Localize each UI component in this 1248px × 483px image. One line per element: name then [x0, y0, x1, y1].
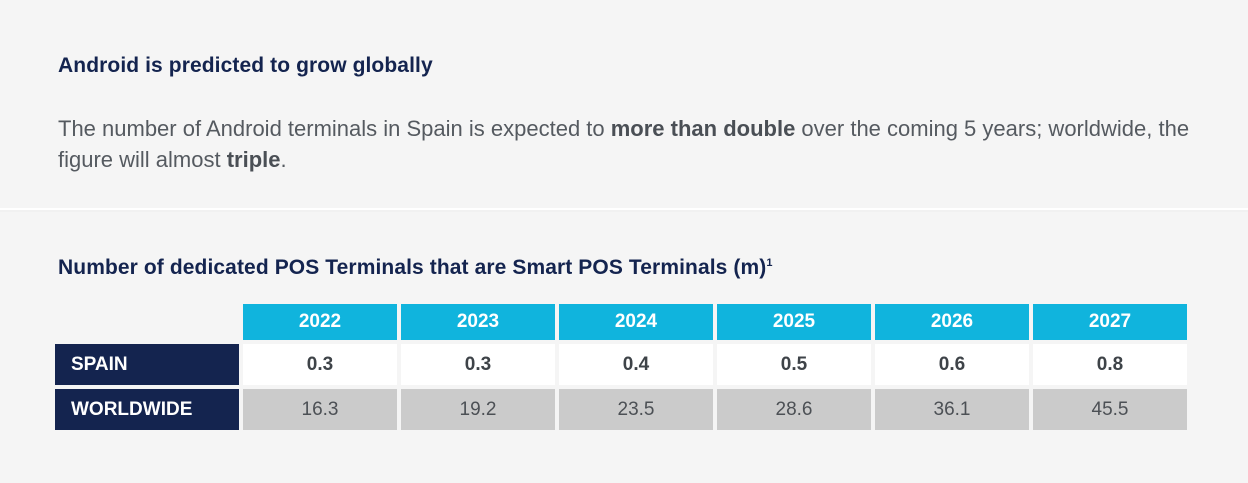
- table-header-row: 2022 2023 2024 2025 2026 2027: [243, 304, 1187, 340]
- row-label-spain: SPAIN: [55, 344, 239, 385]
- spain-value-2025: 0.5: [717, 344, 871, 385]
- table-panel: Number of dedicated POS Terminals that a…: [0, 212, 1248, 483]
- worldwide-value-2027: 45.5: [1033, 389, 1187, 430]
- intro-text-part-1: The number of Android terminals in Spain…: [58, 116, 611, 141]
- intro-text-part-2: over the coming 5 years; worldwide, the …: [58, 116, 1190, 172]
- intro-text-bold-2: triple: [226, 147, 281, 172]
- intro-text-part-3: .: [280, 147, 287, 172]
- table-row-spain: SPAIN 0.3 0.3 0.4 0.5 0.6 0.8: [55, 344, 1187, 385]
- year-header-2025: 2025: [717, 304, 871, 340]
- intro-text-bold-1: more than double: [610, 116, 796, 141]
- worldwide-value-2025: 28.6: [717, 389, 871, 430]
- table-title-text: Number of dedicated POS Terminals that a…: [58, 256, 767, 279]
- spain-value-2022: 0.3: [243, 344, 397, 385]
- year-header-2027: 2027: [1033, 304, 1187, 340]
- intro-panel: Android is predicted to grow globally Th…: [0, 0, 1248, 210]
- table-title: Number of dedicated POS Terminals that a…: [58, 256, 773, 280]
- worldwide-value-2024: 23.5: [559, 389, 713, 430]
- worldwide-value-2022: 16.3: [243, 389, 397, 430]
- worldwide-value-2026: 36.1: [875, 389, 1029, 430]
- intro-text: The number of Android terminals in Spain…: [58, 113, 1218, 175]
- year-header-2024: 2024: [559, 304, 713, 340]
- row-label-worldwide: WORLDWIDE: [55, 389, 239, 430]
- spain-value-2026: 0.6: [875, 344, 1029, 385]
- spain-value-2027: 0.8: [1033, 344, 1187, 385]
- intro-title: Android is predicted to grow globally: [58, 54, 433, 77]
- year-header-2026: 2026: [875, 304, 1029, 340]
- spain-value-2023: 0.3: [401, 344, 555, 385]
- year-header-2022: 2022: [243, 304, 397, 340]
- table-row-worldwide: WORLDWIDE 16.3 19.2 23.5 28.6 36.1 45.5: [55, 389, 1187, 430]
- table-title-footnote: 1: [766, 257, 773, 269]
- worldwide-value-2023: 19.2: [401, 389, 555, 430]
- pos-terminals-table: 2022 2023 2024 2025 2026 2027 SPAIN 0.3 …: [55, 304, 1187, 430]
- year-header-2023: 2023: [401, 304, 555, 340]
- spain-value-2024: 0.4: [559, 344, 713, 385]
